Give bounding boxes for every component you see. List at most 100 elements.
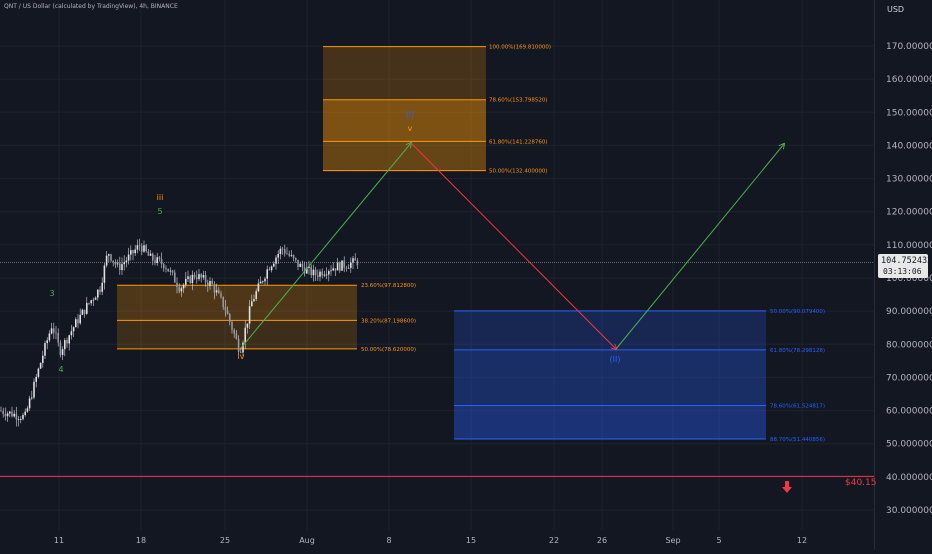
candle-body (72, 327, 75, 332)
fib-level-label: 78.60%(153.798520) (489, 98, 548, 104)
fib-band (323, 99, 486, 142)
price-tick-label: 130.000000 (886, 175, 932, 185)
candle-body (105, 255, 108, 266)
alert-price-label[interactable]: $40.15 (845, 478, 877, 488)
candle-body (202, 275, 205, 278)
candle-body (86, 303, 88, 314)
candle-body (242, 342, 244, 353)
candles (0, 238, 359, 427)
wave-label: v (408, 124, 413, 133)
price-tick-label: 60.000000 (886, 407, 932, 417)
candle-body (268, 269, 271, 271)
candle-body (244, 327, 246, 343)
candle-body (147, 251, 150, 256)
candle-body (116, 263, 119, 265)
candle-body (319, 271, 321, 277)
candle-body (97, 289, 99, 298)
candle-body (123, 262, 125, 265)
candle-body (35, 376, 37, 382)
candle-body (240, 351, 242, 353)
candle-body (196, 277, 198, 280)
candle-body (224, 307, 227, 311)
candle-body (286, 253, 288, 255)
wave-label: 5 (157, 207, 162, 216)
candle-body (288, 253, 290, 256)
fib-zone-upper: 100.00%(169.810000) 78.60%(153.798520) 61.… (323, 45, 551, 175)
last-price-tag: 104.752433 03:13:06 (878, 254, 932, 278)
candle-body (39, 362, 42, 369)
symbol-title[interactable]: QNT / US Dollar (calculated by TradingVi… (4, 3, 178, 10)
candle-body (209, 281, 211, 286)
candle-body (339, 262, 341, 271)
wave-label: iii (157, 193, 164, 202)
candle-body (15, 413, 18, 420)
candle-body (246, 323, 249, 328)
candle-body (248, 306, 251, 324)
fib-level-label: 50.00%(132.400000) (489, 169, 548, 175)
candle-body (0, 410, 2, 412)
candle-body (108, 254, 110, 256)
fib-level-label: 88.70%(51.440856) (770, 437, 825, 443)
candle-body (270, 266, 273, 271)
candle-body (57, 333, 59, 343)
candle-body (332, 268, 334, 271)
candle-body (321, 271, 323, 276)
candle-body (262, 281, 264, 283)
candle-body (279, 248, 282, 254)
price-tick-label: 160.000000 (886, 75, 932, 85)
price-tick-label: 90.000000 (886, 307, 932, 317)
candle-body (356, 260, 359, 266)
candle-body (134, 249, 136, 254)
candle-body (343, 260, 345, 268)
fib-band (323, 46, 486, 100)
price-tick-label: 120.000000 (886, 208, 932, 218)
candle-body (103, 265, 106, 283)
candle-body (143, 245, 145, 252)
candle-body (301, 263, 304, 268)
candle-body (141, 245, 143, 252)
candle-body (145, 245, 147, 252)
candle-body (178, 287, 180, 292)
candle-body (257, 283, 260, 292)
candle-body (229, 314, 231, 322)
fib-band (454, 349, 766, 406)
candle-body (119, 263, 121, 271)
fib-band (454, 310, 766, 350)
candle-body (345, 267, 348, 269)
candle-body (20, 419, 22, 420)
candle-body (165, 268, 167, 270)
candle-body (264, 278, 266, 282)
price-tick-label: 110.000000 (886, 241, 932, 251)
price-scale-divider (874, 0, 875, 550)
candle-body (255, 291, 257, 299)
candle-body (198, 274, 200, 280)
price-tick-label: 150.000000 (886, 108, 932, 118)
candle-body (180, 288, 183, 292)
candle-body (231, 321, 233, 330)
candle-body (22, 414, 24, 420)
price-tick-label: 30.000000 (886, 506, 932, 516)
candle-body (266, 269, 268, 279)
candle-body (306, 267, 308, 274)
time-tick-label: Aug (299, 536, 315, 545)
time-tick-label: 22 (549, 536, 559, 545)
candle-body (154, 260, 156, 263)
projection-arrow-up-1 (240, 143, 411, 349)
candle-body (90, 300, 92, 304)
candle-body (200, 274, 202, 278)
candle-body (325, 274, 328, 276)
projection-arrow-down (410, 142, 616, 349)
candle-body (37, 368, 40, 377)
candle-body (292, 255, 295, 258)
currency-label[interactable]: USD (887, 5, 905, 14)
candle-body (152, 253, 154, 261)
candle-body (204, 275, 207, 283)
alert-arrow-icon[interactable] (782, 478, 792, 493)
candle-body (92, 299, 95, 301)
candle-body (213, 283, 216, 293)
last-price-value: 104.752433 (881, 256, 932, 266)
candle-body (350, 262, 352, 268)
candle-body (176, 282, 178, 288)
